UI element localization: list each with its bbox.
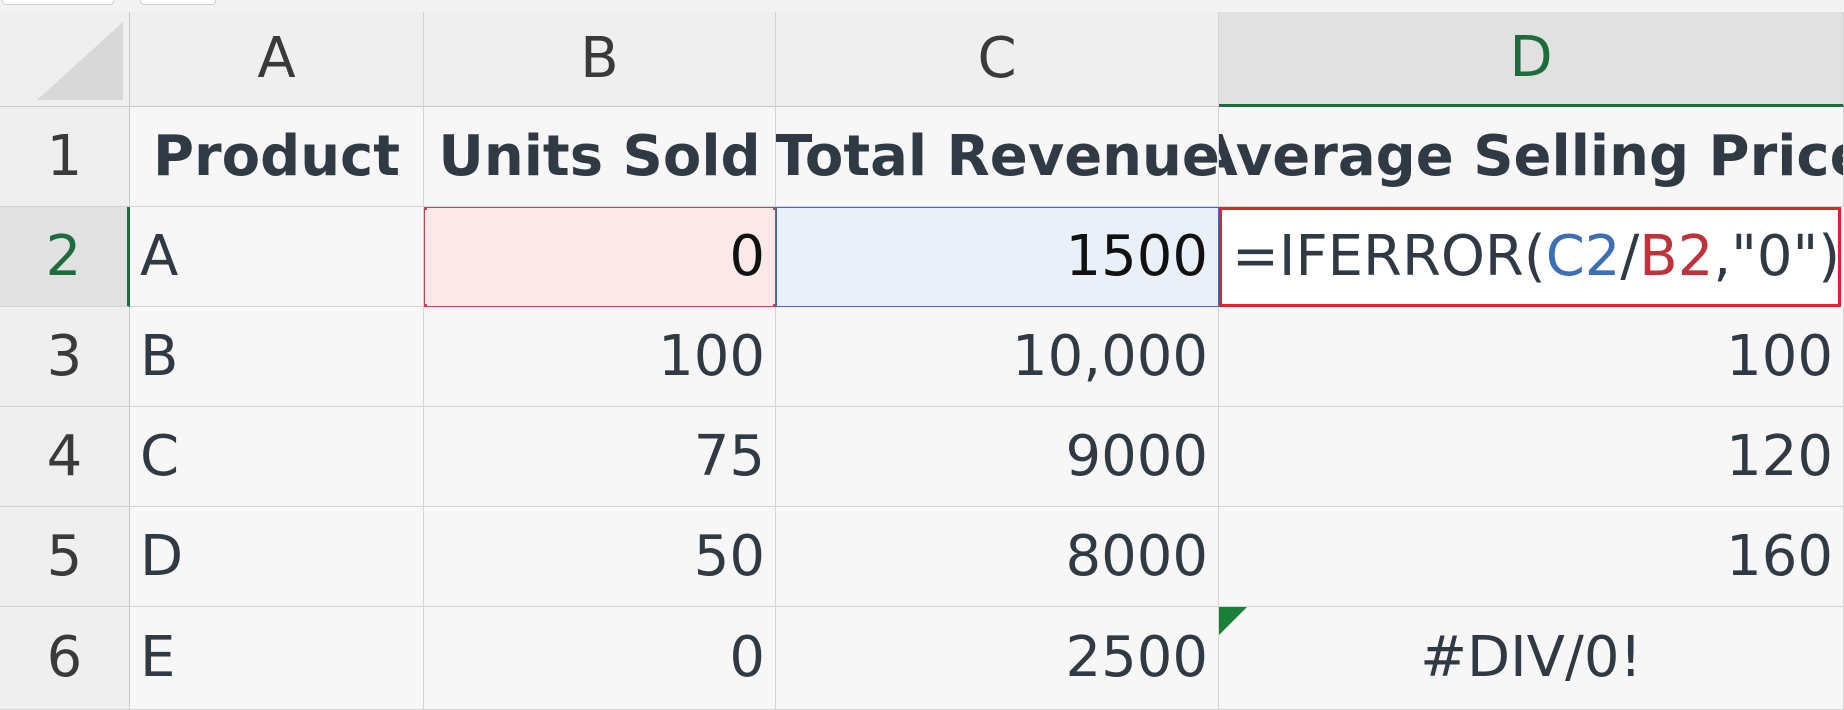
cell-b6[interactable]: 0 (424, 607, 776, 710)
range-handle[interactable] (773, 208, 775, 210)
cell-b5[interactable]: 50 (424, 507, 776, 607)
column-header-d[interactable]: D (1219, 12, 1844, 107)
cell-d2-formula-editor[interactable]: =IFERROR(C2/B2 ,"0") (1219, 207, 1841, 307)
column-header-a[interactable]: A (130, 12, 424, 107)
error-indicator-icon[interactable] (1219, 607, 1247, 635)
cell-c1[interactable]: Total Revenue (776, 107, 1219, 207)
row-header-5[interactable]: 5 (0, 507, 130, 607)
cell-a2[interactable]: A (130, 207, 424, 307)
row-header-3[interactable]: 3 (0, 307, 130, 407)
cell-c4[interactable]: 9000 (776, 407, 1219, 507)
cell-d3[interactable]: 100 (1219, 307, 1844, 407)
row-header-1[interactable]: 1 (0, 107, 130, 207)
formula-ref-b2: B2 (1639, 224, 1714, 289)
select-all-corner[interactable] (0, 12, 130, 107)
toolbar-tab[interactable] (140, 0, 216, 5)
formula-operator: / (1620, 224, 1640, 289)
cell-d4[interactable]: 120 (1219, 407, 1844, 507)
cell-b1[interactable]: Units Sold (424, 107, 776, 207)
column-header-c[interactable]: C (776, 12, 1219, 107)
cell-c6[interactable]: 2500 (776, 607, 1219, 710)
toolbar-tab[interactable] (2, 0, 114, 5)
formula-suffix: ,"0") (1713, 224, 1841, 289)
cell-a6[interactable]: E (130, 607, 424, 710)
cell-c5[interactable]: 8000 (776, 507, 1219, 607)
cell-c3[interactable]: 10,000 (776, 307, 1219, 407)
cell-a5[interactable]: D (130, 507, 424, 607)
row-header-6[interactable]: 6 (0, 607, 130, 710)
spreadsheet-grid: A B C D 1 Product Units Sold Total Reven… (0, 12, 1844, 710)
cell-a3[interactable]: B (130, 307, 424, 407)
select-all-icon (37, 22, 123, 100)
cell-d6[interactable]: #DIV/0! (1219, 607, 1844, 710)
cell-b4[interactable]: 75 (424, 407, 776, 507)
cell-d1[interactable]: Average Selling Price (1219, 107, 1844, 207)
top-strip (0, 0, 1844, 10)
cell-a4[interactable]: C (130, 407, 424, 507)
cell-d6-error-value: #DIV/0! (1420, 625, 1642, 690)
cell-b2-value: 0 (729, 224, 765, 289)
formula-ref-c2: C2 (1545, 224, 1621, 289)
cell-d5[interactable]: 160 (1219, 507, 1844, 607)
range-handle[interactable] (773, 304, 775, 306)
cell-a1[interactable]: Product (130, 107, 424, 207)
range-handle[interactable] (425, 304, 427, 306)
cell-b2-referenced[interactable]: 0 (424, 207, 776, 307)
column-header-b[interactable]: B (424, 12, 776, 107)
row-header-2[interactable]: 2 (0, 207, 130, 307)
cell-c2-referenced[interactable]: 1500 (776, 207, 1219, 307)
range-handle[interactable] (425, 208, 427, 210)
formula-prefix: =IFERROR( (1232, 224, 1546, 289)
cell-c2-value: 1500 (1065, 224, 1208, 289)
row-header-4[interactable]: 4 (0, 407, 130, 507)
cell-b3[interactable]: 100 (424, 307, 776, 407)
